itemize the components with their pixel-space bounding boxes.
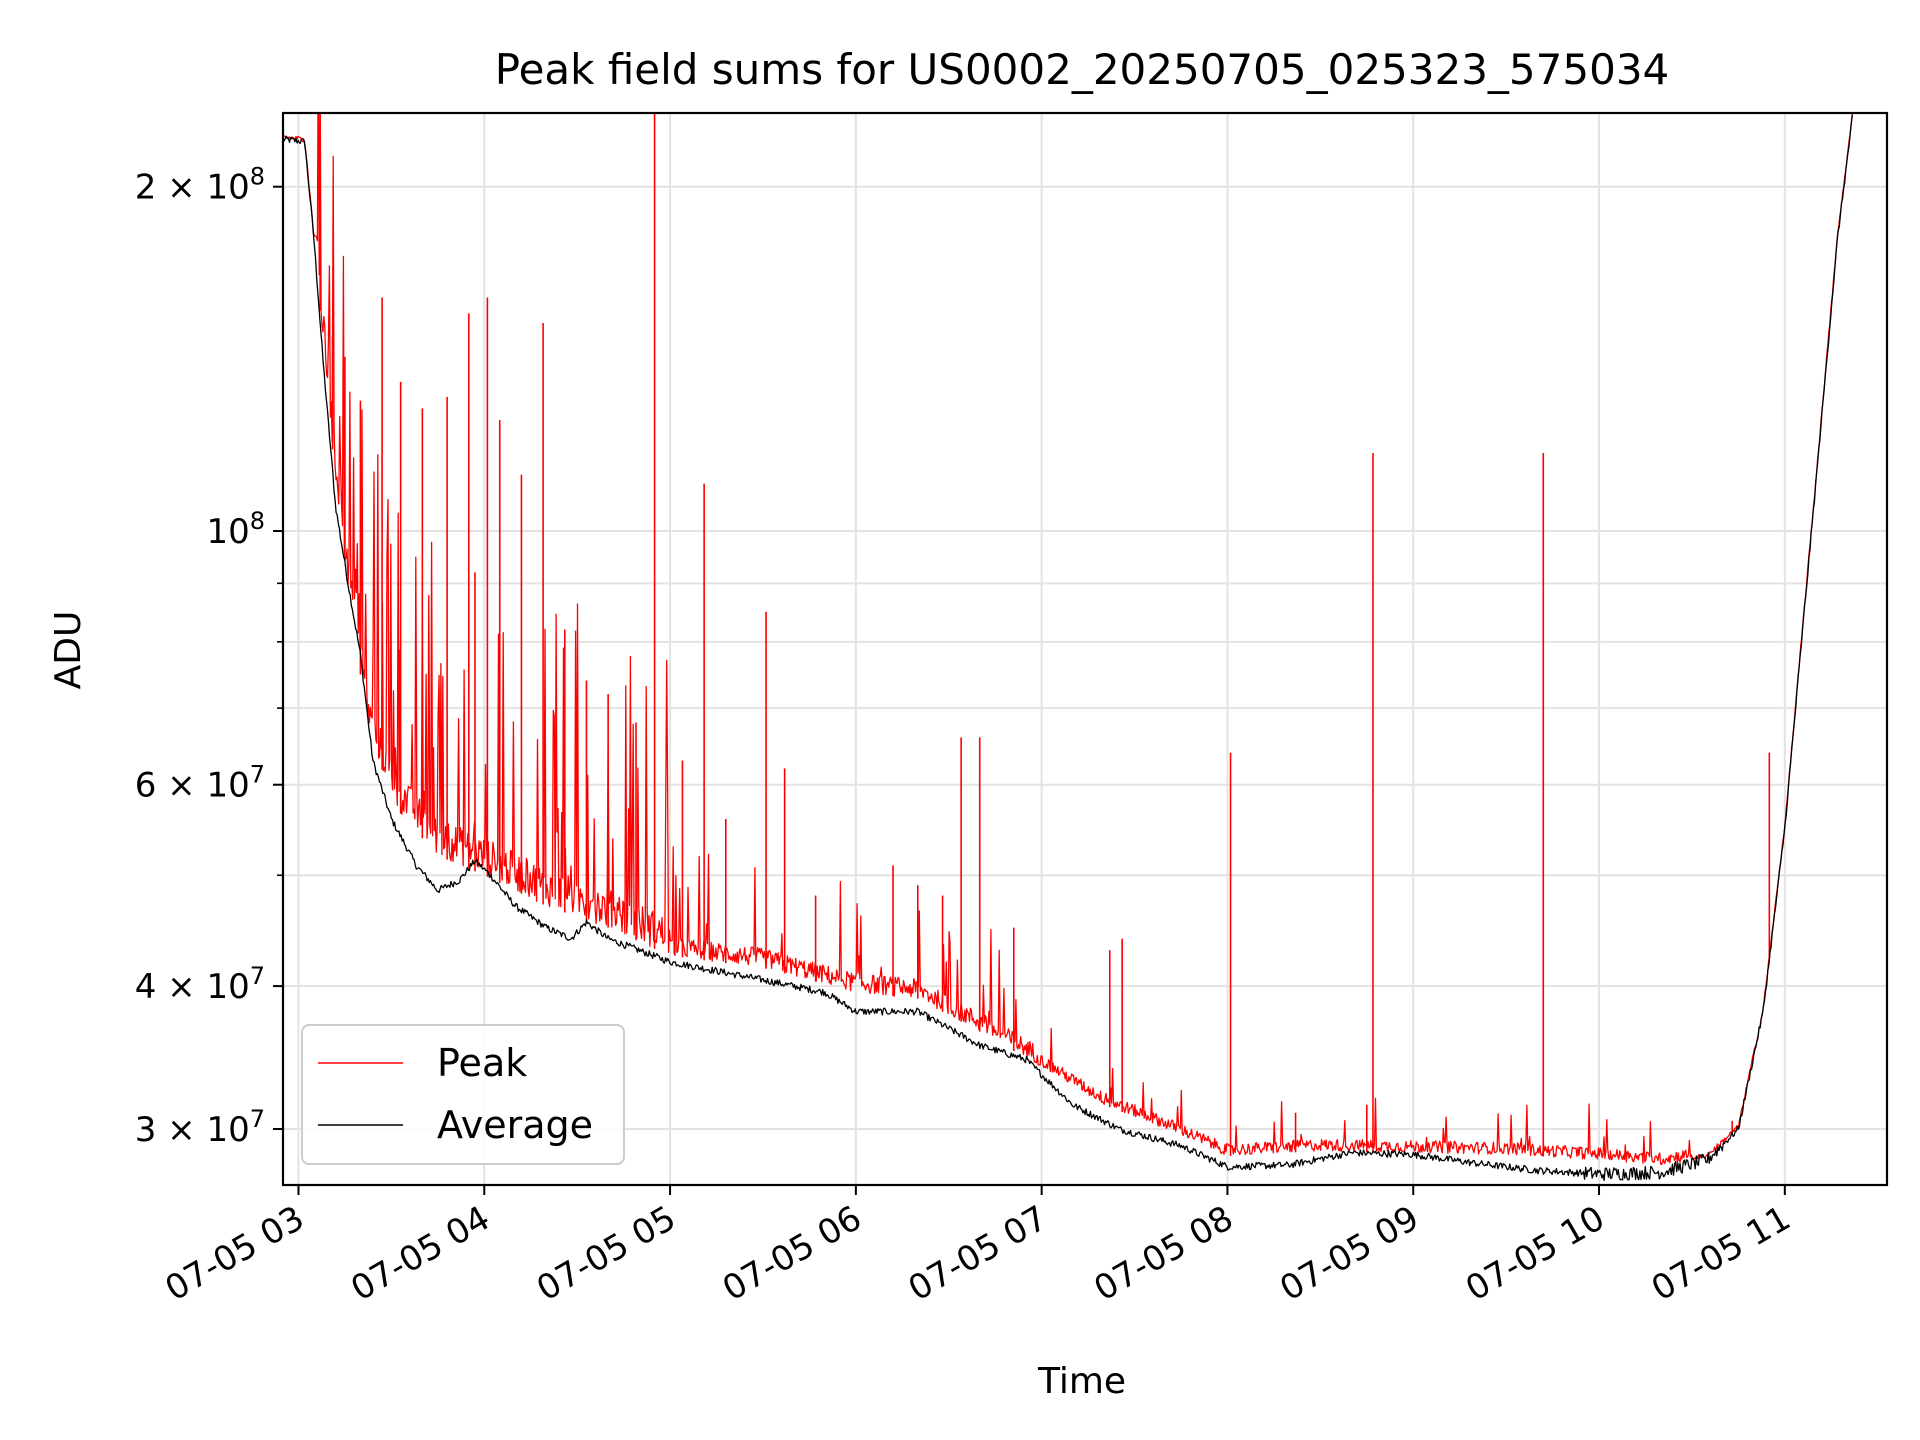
series-average — [283, 114, 1853, 1182]
y-tick-label: 6 × 107 — [135, 761, 265, 806]
legend-label-peak: Peak — [437, 1041, 527, 1085]
legend-box — [301, 1024, 625, 1165]
y-axis-label: ADU — [48, 611, 89, 690]
grid — [283, 113, 1887, 1185]
y-tick-label: 2 × 108 — [135, 163, 265, 208]
legend: Peak Average — [301, 1024, 625, 1165]
x-axis-label: Time — [1037, 1361, 1126, 1402]
y-axis: 2 × 108 108 6 × 107 4 × 107 3 × 107 — [135, 163, 283, 1150]
y-tick-label: 4 × 107 — [135, 962, 265, 1007]
legend-label-average: Average — [437, 1103, 593, 1147]
y-tick-label: 3 × 107 — [135, 1105, 265, 1150]
series-peak — [283, 113, 1854, 1166]
y-tick-label: 108 — [206, 507, 265, 552]
series-line-peak — [283, 113, 1854, 1166]
series-line-average — [283, 114, 1853, 1182]
chart-title: Peak field sums for US0002_20250705_0253… — [495, 45, 1670, 94]
plot-frame — [281, 111, 1889, 1187]
